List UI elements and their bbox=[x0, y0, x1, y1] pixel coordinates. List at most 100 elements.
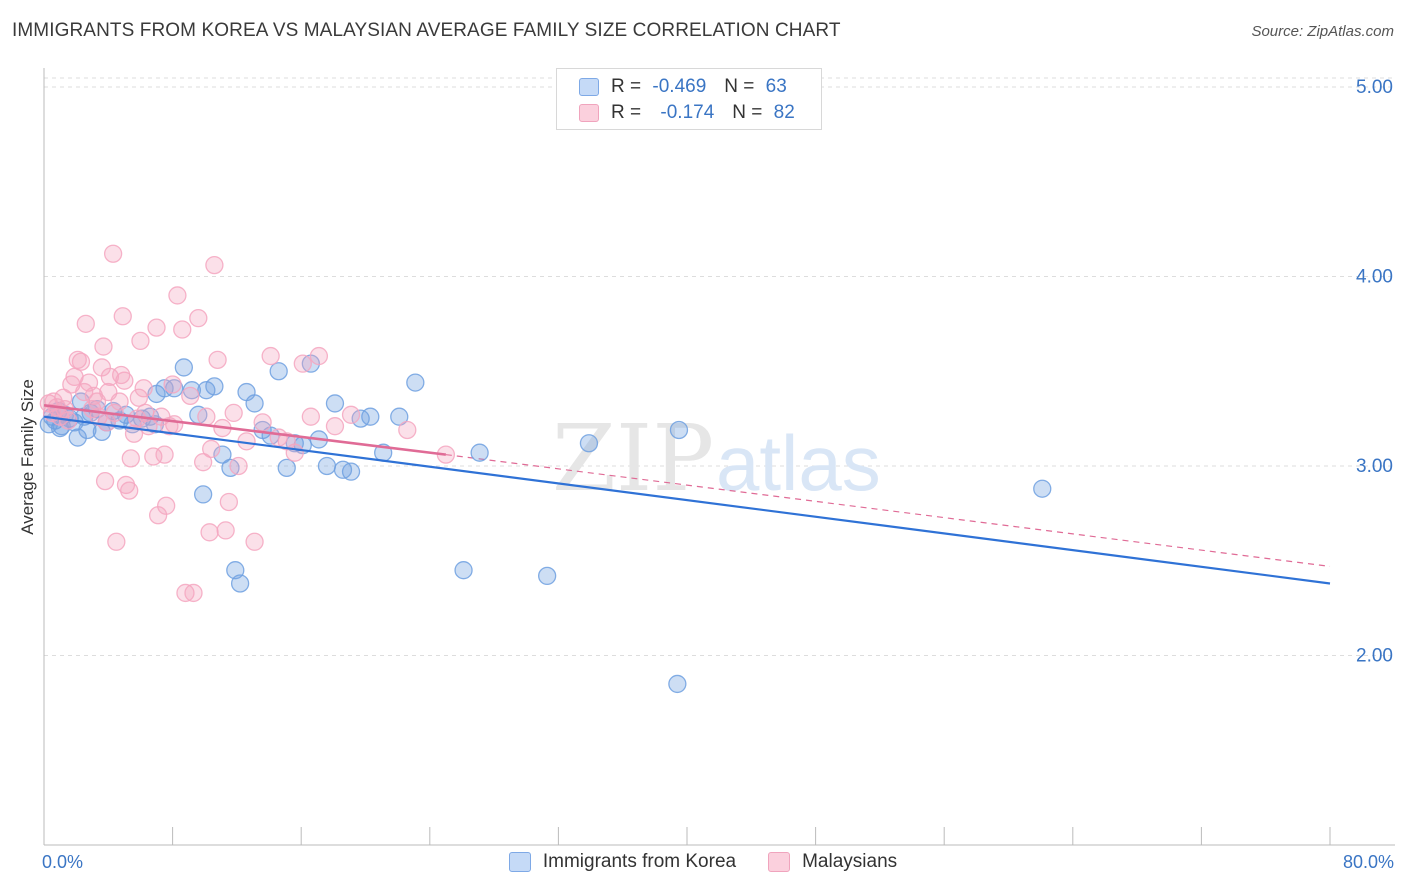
trend-lines bbox=[445, 454, 1331, 568]
malaysian-point bbox=[112, 365, 131, 385]
malaysian-point bbox=[181, 386, 200, 406]
r-value: -0.469 bbox=[652, 76, 707, 97]
korea-point bbox=[277, 458, 296, 478]
malaysian-point bbox=[103, 244, 123, 263]
n-value: 63 bbox=[765, 76, 787, 97]
malaysian-point bbox=[68, 350, 87, 369]
korea-point bbox=[205, 377, 224, 396]
y-tick-labels: 2.00 3.00 4.00 5.00 bbox=[1356, 77, 1393, 667]
korea-point bbox=[390, 407, 409, 426]
korea-point bbox=[470, 443, 489, 462]
malaysian-point bbox=[165, 415, 184, 434]
malaysian-point bbox=[245, 532, 264, 551]
malaysian-point bbox=[168, 286, 187, 305]
x-tick-max: 80.0% bbox=[1342, 852, 1394, 872]
korea-point bbox=[454, 561, 473, 580]
malaysian-points bbox=[39, 244, 456, 603]
watermark-zip: ZIP bbox=[552, 405, 714, 512]
malaysian-point bbox=[205, 255, 224, 275]
series-legend: Immigrants from Korea Malaysians bbox=[0, 851, 1406, 873]
korea-point bbox=[317, 456, 337, 476]
chart-title: IMMIGRANTS FROM KOREA VS MALAYSIAN AVERA… bbox=[12, 20, 841, 41]
malaysian-point bbox=[261, 346, 280, 366]
malaysian-point bbox=[293, 354, 312, 373]
malaysian-point bbox=[84, 386, 103, 406]
korea-point bbox=[537, 566, 557, 586]
r-label: R = bbox=[611, 76, 642, 97]
malaysian-point bbox=[131, 331, 150, 351]
korea-point bbox=[213, 445, 232, 464]
malaysian-point bbox=[94, 337, 113, 356]
malaysian-trend-line bbox=[43, 404, 447, 456]
malaysian-point bbox=[398, 420, 417, 440]
malaysian-point bbox=[341, 405, 361, 424]
malaysian-point bbox=[219, 492, 239, 512]
watermark-atlas: atlas bbox=[716, 419, 881, 507]
malaysian-point bbox=[325, 417, 345, 436]
malaysian-point bbox=[309, 346, 329, 366]
malaysian-trend-extension bbox=[445, 454, 1331, 568]
korea-point bbox=[669, 420, 689, 440]
x-tick-min: 0.0% bbox=[42, 852, 84, 872]
malaysian-point bbox=[110, 392, 129, 411]
malaysian-point bbox=[197, 407, 216, 426]
y-tick-label: 2.00 bbox=[1356, 645, 1393, 666]
malaysian-point bbox=[208, 350, 227, 369]
malaysian-legend-swatch bbox=[768, 852, 791, 872]
n-label: N = bbox=[724, 76, 755, 97]
malaysian-point bbox=[173, 320, 192, 339]
malaysian-point bbox=[144, 447, 163, 466]
korea-legend-label: Immigrants from Korea bbox=[542, 851, 737, 872]
gridlines bbox=[44, 77, 1395, 656]
n-label: N = bbox=[732, 102, 763, 123]
korea-point bbox=[193, 485, 213, 504]
legend-row-malaysian: R = -0.174 N = 82 bbox=[579, 100, 795, 126]
korea-point bbox=[579, 434, 599, 453]
korea-point bbox=[325, 394, 345, 413]
malaysian-point bbox=[115, 371, 134, 390]
malaysian-point bbox=[116, 475, 136, 495]
malaysian-point bbox=[120, 481, 139, 500]
korea-point bbox=[174, 358, 194, 377]
malaysian-point bbox=[147, 318, 166, 337]
malaysian-swatch bbox=[579, 104, 599, 122]
legend-item-malaysian: Malaysians bbox=[768, 851, 897, 873]
malaysian-point bbox=[134, 379, 153, 398]
korea-point bbox=[406, 373, 425, 392]
y-tick-label: 3.00 bbox=[1356, 456, 1393, 477]
malaysian-point bbox=[202, 439, 221, 459]
malaysian-point bbox=[163, 375, 182, 394]
malaysian-point bbox=[100, 367, 120, 387]
korea-legend-swatch bbox=[508, 852, 531, 872]
korea-trend-line bbox=[43, 415, 1331, 585]
y-tick-label: 4.00 bbox=[1356, 266, 1393, 287]
malaysian-point bbox=[253, 413, 272, 432]
malaysian-point bbox=[107, 532, 126, 551]
r-value: -0.174 bbox=[660, 102, 715, 123]
malaysian-point bbox=[95, 471, 115, 491]
korea-point bbox=[230, 574, 250, 593]
malaysian-point bbox=[200, 523, 219, 542]
malaysian-point bbox=[113, 307, 132, 326]
n-value: 82 bbox=[773, 102, 795, 123]
malaysian-point bbox=[229, 456, 248, 476]
malaysian-point bbox=[216, 521, 235, 540]
malaysian-point bbox=[129, 388, 148, 407]
malaysian-point bbox=[54, 388, 73, 407]
malaysian-point bbox=[157, 496, 176, 515]
korea-point bbox=[1033, 479, 1052, 498]
malaysian-point bbox=[193, 453, 213, 472]
y-tick-label: 5.00 bbox=[1356, 77, 1393, 98]
malaysian-point bbox=[224, 403, 243, 423]
malaysian-point bbox=[71, 352, 91, 371]
correlation-legend: R = -0.469 N = 63 R = -0.174 N = 82 bbox=[556, 68, 822, 130]
malaysian-point bbox=[189, 309, 208, 328]
r-label: R = bbox=[611, 102, 642, 123]
trend-lines-foreground bbox=[43, 404, 1331, 585]
korea-point bbox=[68, 428, 87, 447]
korea-point bbox=[668, 674, 687, 694]
malaysian-point bbox=[184, 583, 203, 603]
malaysian-point bbox=[301, 407, 320, 426]
source-label: Source: ZipAtlas.com bbox=[1251, 23, 1394, 40]
